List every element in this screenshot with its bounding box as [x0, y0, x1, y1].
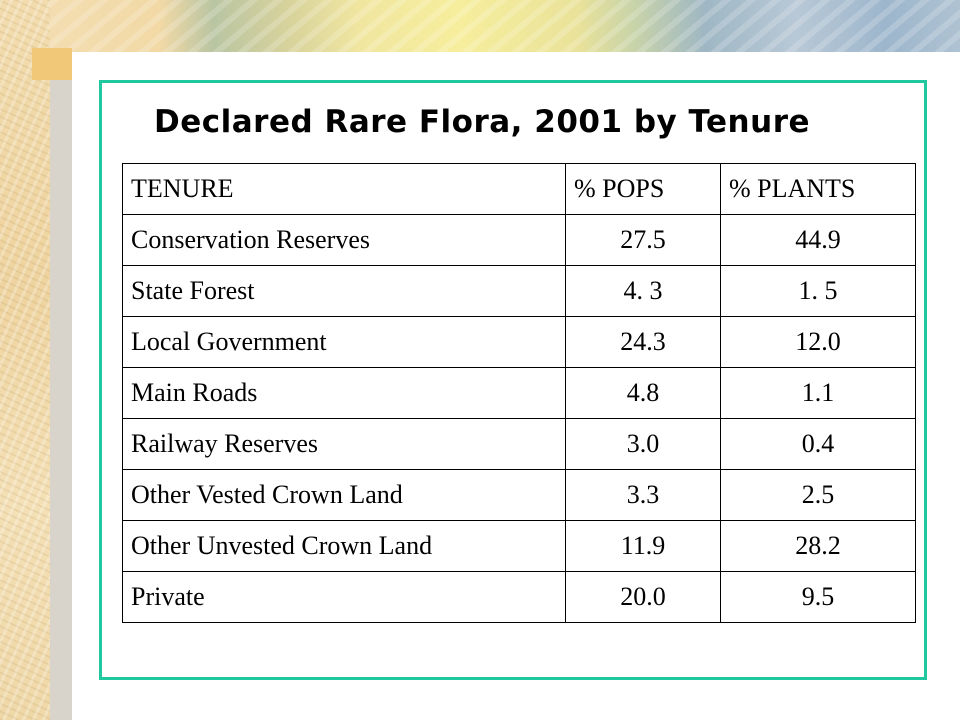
- plants-cell: 28.2: [720, 520, 916, 572]
- header-pops: % POPS: [565, 163, 721, 215]
- table-row: State Forest 4. 3 1. 5: [122, 265, 916, 317]
- plants-cell: 1.1: [720, 367, 916, 419]
- tenure-cell: Railway Reserves: [122, 418, 566, 470]
- plants-cell: 44.9: [720, 214, 916, 266]
- content-frame: [99, 80, 927, 680]
- tenure-cell: Main Roads: [122, 367, 566, 419]
- pops-cell: 3.0: [565, 418, 721, 470]
- pops-cell: 4. 3: [565, 265, 721, 317]
- table-row: Main Roads 4.8 1.1: [122, 367, 916, 419]
- tenure-cell: Other Vested Crown Land: [122, 469, 566, 521]
- plants-cell: 0.4: [720, 418, 916, 470]
- table-row: Railway Reserves 3.0 0.4: [122, 418, 916, 470]
- slide-shadow: [50, 80, 72, 720]
- pops-cell: 4.8: [565, 367, 721, 419]
- pops-cell: 20.0: [565, 571, 721, 623]
- plants-cell: 2.5: [720, 469, 916, 521]
- leaf-banner-top: [50, 0, 960, 52]
- banner-accent: [32, 48, 72, 80]
- plants-cell: 12.0: [720, 316, 916, 368]
- plants-cell: 9.5: [720, 571, 916, 623]
- table-row: Other Unvested Crown Land 11.9 28.2: [122, 520, 916, 572]
- pops-cell: 3.3: [565, 469, 721, 521]
- pops-cell: 11.9: [565, 520, 721, 572]
- table-header-row: TENURE % POPS % PLANTS: [122, 163, 916, 215]
- parchment-background-left: [0, 0, 50, 720]
- tenure-cell: Conservation Reserves: [122, 214, 566, 266]
- header-tenure: TENURE: [122, 163, 566, 215]
- table-row: Conservation Reserves 27.5 44.9: [122, 214, 916, 266]
- header-plants: % PLANTS: [720, 163, 916, 215]
- plants-cell: 1. 5: [720, 265, 916, 317]
- tenure-cell: Private: [122, 571, 566, 623]
- pops-cell: 27.5: [565, 214, 721, 266]
- tenure-cell: State Forest: [122, 265, 566, 317]
- tenure-table: TENURE % POPS % PLANTS Conservation Rese…: [122, 163, 916, 623]
- tenure-cell: Other Unvested Crown Land: [122, 520, 566, 572]
- table-row: Local Government 24.3 12.0: [122, 316, 916, 368]
- table-row: Private 20.0 9.5: [122, 571, 916, 623]
- tenure-cell: Local Government: [122, 316, 566, 368]
- table-row: Other Vested Crown Land 3.3 2.5: [122, 469, 916, 521]
- pops-cell: 24.3: [565, 316, 721, 368]
- slide-title: Declared Rare Flora, 2001 by Tenure: [154, 104, 811, 140]
